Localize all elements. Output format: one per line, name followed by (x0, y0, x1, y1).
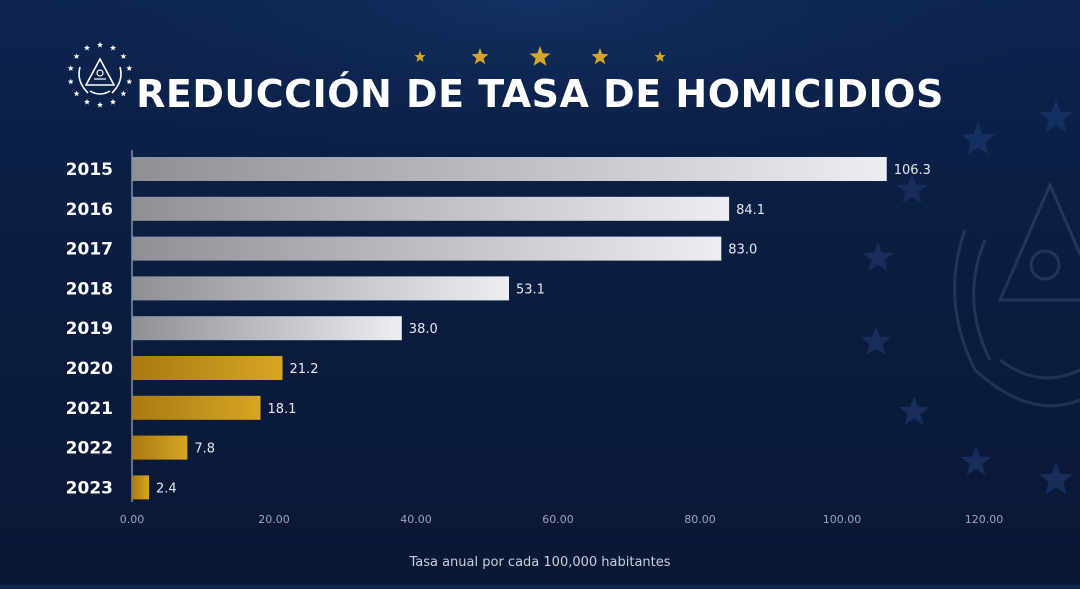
x-tick-label: 40.00 (400, 513, 432, 526)
star-icon (83, 98, 90, 105)
category-label-2018: 2018 (66, 279, 113, 299)
star-icon (83, 44, 90, 51)
value-label-2015: 106.3 (894, 163, 931, 178)
star-icon (960, 446, 992, 475)
star-icon (414, 51, 426, 62)
x-axis-label: Tasa anual por cada 100,000 habitantes (409, 555, 671, 570)
value-label-2016: 84.1 (736, 203, 765, 218)
category-label-2023: 2023 (66, 478, 113, 498)
category-label-2017: 2017 (66, 240, 113, 260)
category-label-2019: 2019 (66, 319, 113, 339)
background-stars-decoration (860, 100, 1074, 495)
bar-2020 (132, 356, 283, 380)
x-tick-label: 80.00 (684, 513, 716, 526)
star-icon (1038, 100, 1074, 133)
bar-2015 (132, 157, 887, 181)
star-icon (471, 48, 489, 65)
header-stars-decoration (414, 46, 666, 66)
category-label-2020: 2020 (66, 359, 113, 379)
bar-2019 (132, 316, 402, 341)
value-label-2017: 83.0 (728, 243, 757, 258)
value-label-2023: 2.4 (156, 481, 177, 496)
bar-2022 (132, 435, 188, 460)
star-icon (860, 326, 892, 355)
star-icon (120, 53, 127, 59)
x-tick-label: 0.00 (120, 513, 145, 526)
value-label-2022: 7.8 (194, 442, 215, 457)
x-tick-label: 60.00 (542, 513, 574, 526)
star-icon (1038, 462, 1074, 495)
value-label-2019: 38.0 (409, 322, 438, 337)
star-icon (126, 65, 133, 71)
chart-title: REDUCCIÓN DE TASA DE HOMICIDIOS (136, 72, 944, 116)
star-icon (73, 90, 80, 97)
bar-2017 (132, 236, 722, 261)
x-tick-label: 20.00 (258, 513, 290, 526)
star-icon (654, 51, 666, 62)
star-icon (898, 396, 930, 425)
x-tick-label: 120.00 (965, 513, 1004, 526)
coat-of-arms-icon (67, 41, 133, 108)
star-icon (529, 46, 551, 66)
x-tick-label: 100.00 (823, 513, 862, 526)
category-label-2022: 2022 (66, 439, 113, 459)
star-icon (97, 101, 103, 108)
value-label-2021: 18.1 (268, 402, 297, 417)
star-icon (862, 242, 894, 271)
value-label-2018: 53.1 (516, 282, 545, 297)
star-icon (67, 78, 74, 85)
star-icon (73, 53, 80, 59)
star-icon (97, 41, 103, 48)
category-label-2015: 2015 (66, 160, 113, 180)
star-icon (591, 48, 609, 65)
category-label-2021: 2021 (66, 399, 113, 419)
star-icon (110, 44, 117, 51)
background-emblem-icon (953, 181, 1080, 408)
bar-2023 (132, 475, 150, 500)
star-icon (960, 122, 996, 155)
bar-2016 (132, 196, 730, 221)
star-icon (67, 65, 74, 71)
star-icon (120, 90, 127, 97)
star-icon (126, 78, 133, 85)
star-icon (896, 174, 928, 203)
category-label-2016: 2016 (66, 200, 113, 220)
star-icon (110, 98, 117, 105)
bar-2021 (132, 395, 261, 420)
bar-2018 (132, 276, 510, 301)
value-label-2020: 21.2 (290, 362, 319, 377)
